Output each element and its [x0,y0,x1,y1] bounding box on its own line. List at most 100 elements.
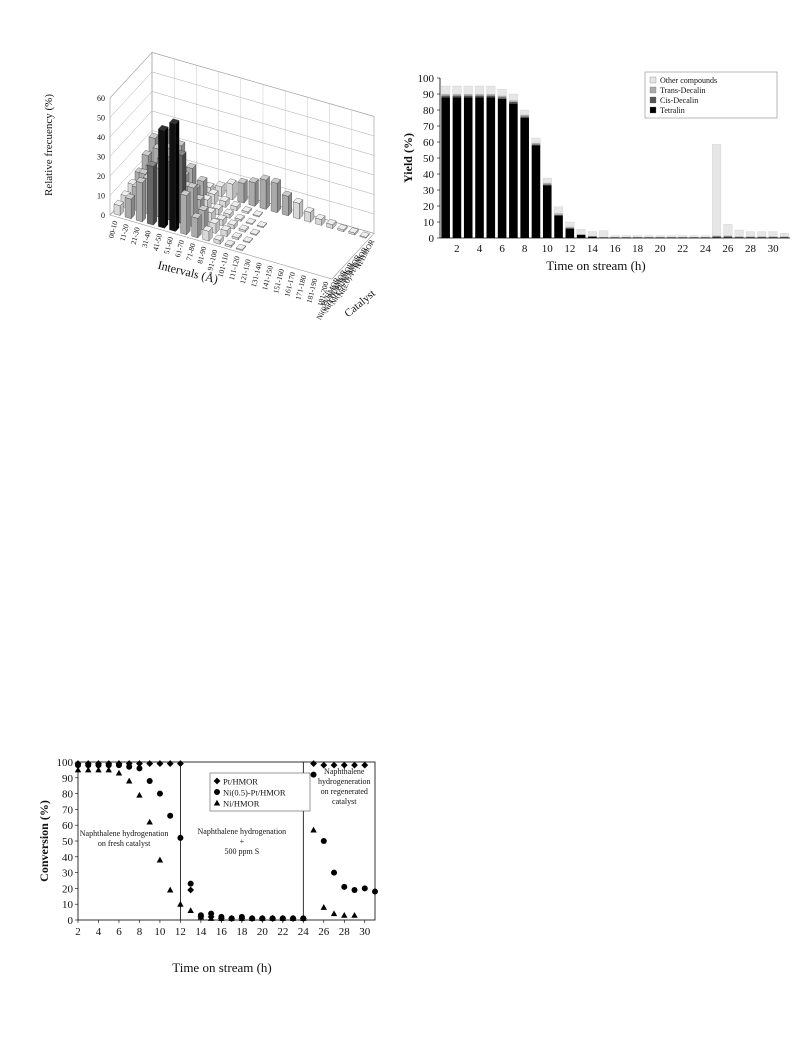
bar-3d [169,118,180,232]
annotation-line: Naphthalene hydrogenation [198,827,287,836]
annotation-line: on fresh catalyst [98,839,151,848]
bar-side [186,191,191,236]
x-tick-label: 00-10 [107,220,120,239]
x-tick-label: 18 [632,243,644,255]
bar-segment [655,237,665,238]
x-tick-label: 22 [277,926,288,938]
bar-segment [678,237,688,238]
y-tick-label: 50 [423,153,435,165]
point-diamond [340,761,348,769]
x-tick-label: 26 [318,926,330,938]
bar-top [187,182,198,189]
point-circle [214,789,220,795]
bar-segment [542,182,552,185]
bar-segment [520,109,530,115]
bar-3d [256,221,267,229]
x-tick-label: 20 [655,243,667,255]
bar-segment [667,237,676,238]
point-circle [351,886,358,893]
bar-segment [452,85,462,95]
x-tick-label: 2 [75,926,81,938]
bar-top [337,224,348,231]
y-tick-label: 20 [62,883,74,895]
bar-segment [486,95,496,98]
bar-segment [768,237,778,238]
legend-label: Pt/HMOR [223,777,258,787]
bar-segment [520,116,529,118]
y-tick-label: 0 [68,915,74,927]
bar-top [169,118,180,125]
point-triangle [177,900,184,907]
point-circle [208,910,215,917]
bar-top [359,231,370,238]
bar-3d [315,213,326,226]
bar-front [293,201,300,220]
point-triangle [300,915,307,921]
bar-segment [723,235,733,237]
y-tick-label: 60 [62,820,74,832]
x-tick-label: 24 [298,926,310,938]
bar-segment [734,237,744,238]
bar-segment [520,114,529,117]
bar-segment [734,236,744,238]
point-triangle [269,915,276,921]
point-triangle [156,856,164,863]
chart-3d-zlabel: Catalyst [342,288,377,320]
bar-top [231,232,242,239]
bar-segment [497,97,507,99]
point-triangle [238,915,246,921]
bar-segment [554,213,563,215]
bar-segment [746,236,755,238]
bar-3d [230,201,241,212]
bar-segment [644,237,654,238]
bar-3d [238,224,249,233]
bar-top [259,174,270,181]
bar-top [315,213,326,220]
bar-3d [241,206,252,215]
point-triangle [105,766,112,773]
bar-segment [509,100,518,102]
bar-segment [463,85,473,95]
bar-top [224,239,235,246]
x-tick-label: 14 [195,926,207,938]
bar-segment [452,94,462,96]
point-triangle [279,915,287,921]
bar-side [175,120,180,232]
chart-conversion-ylabel: Conversion (%) [37,800,51,882]
bar-3d [245,217,256,226]
annotation: Naphthalene hydrogeneration on regenerated… [318,767,370,806]
bar-top [212,203,223,210]
y-tick-label: 50 [62,836,74,848]
bar-3d [213,234,224,245]
x-tick-label: 4 [96,926,102,938]
bar-segment [531,145,541,238]
point-triangle [146,818,153,825]
bar-segment [734,229,744,237]
bar-top [216,214,227,221]
y-tick-label: 70 [423,121,435,133]
bar-3d [326,219,337,230]
chart-3d-ylabel: Relative frecuency (%) [43,94,55,196]
bar-top [202,225,213,232]
legend-swatch [649,106,657,114]
grid-line [109,52,375,117]
point-circle [75,762,81,769]
bar-3d [304,206,315,223]
chart-conversion-points [74,760,378,922]
z-tick-label: 50 [97,114,105,123]
bar-front [248,180,256,207]
y-tick-label: 0 [429,233,435,245]
bar-top [209,218,220,224]
bar-front [124,197,132,219]
bar-segment [622,237,631,238]
point-circle [126,763,133,770]
x-tick-label: 31-40 [140,229,153,248]
bar-segment [723,237,733,238]
bar-segment [779,232,789,237]
bar-front [169,122,176,232]
legend-label: Other compounds [660,76,717,85]
point-triangle [207,915,215,921]
bar-segment [509,102,518,104]
annotation-line: hydrogeneration [318,777,370,786]
